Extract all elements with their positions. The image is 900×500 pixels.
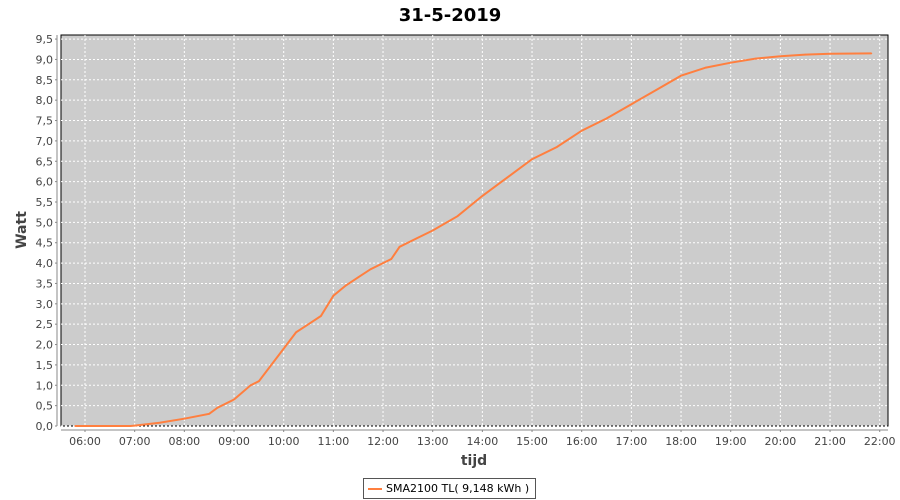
y-tick-label: 0,5: [36, 400, 54, 413]
gridlines: [61, 35, 888, 427]
series-line: [75, 52, 872, 427]
data-point: [249, 384, 252, 387]
data-point: [332, 294, 335, 297]
data-point: [183, 417, 186, 420]
data-point: [605, 117, 608, 120]
data-point: [456, 215, 459, 218]
y-tick-label: 3,0: [36, 298, 54, 311]
legend-swatch: [368, 487, 382, 490]
data-point: [556, 146, 558, 148]
x-tick-label: 10:00: [268, 435, 300, 448]
data-point: [369, 268, 372, 270]
data-point: [415, 237, 417, 240]
y-tick-label: 5,5: [36, 196, 54, 209]
data-point: [357, 276, 359, 279]
data-point: [754, 57, 757, 60]
x-tick-label: 08:00: [168, 435, 200, 448]
data-point: [216, 406, 219, 409]
y-tick-label: 2,5: [36, 318, 54, 331]
data-point: [729, 61, 732, 64]
data-point: [258, 380, 260, 382]
data-point: [531, 158, 533, 161]
plot-area: [60, 34, 889, 427]
data-point: [390, 258, 393, 260]
y-tick-label: 1,5: [36, 359, 54, 372]
y-tick-label: 8,0: [36, 94, 54, 107]
data-point: [870, 52, 873, 55]
y-tick-label: 6,5: [36, 155, 54, 168]
y-tick-label: 5,0: [36, 216, 54, 229]
y-tick-label: 2,0: [36, 339, 54, 352]
x-tick-label: 16:00: [566, 435, 598, 448]
x-tick-label: 14:00: [467, 435, 499, 448]
data-point: [382, 262, 384, 264]
data-point: [320, 315, 322, 317]
x-axis: 06:00 07:00 08:00 09:00 10:00 11:00 12:00 13:00…: [61, 429, 896, 448]
chart-title: 31-5-2019: [399, 5, 502, 26]
data-point: [74, 425, 76, 427]
data-point: [481, 195, 484, 197]
data-point: [133, 424, 136, 427]
y-tick-label: 8,5: [36, 74, 54, 87]
data-point: [630, 103, 633, 106]
x-tick-label: 21:00: [814, 435, 846, 448]
data-point: [344, 284, 347, 287]
y-tick-label: 4,0: [36, 257, 54, 270]
y-axis: 0,0 0,5 1,0 1,5 2,0 2,5 3,0 3,5 4,0 4,5 5,0 5,5 6,0 6…: [36, 33, 58, 433]
data-point: [779, 55, 782, 57]
data-point: [580, 129, 583, 132]
data-point: [705, 66, 707, 69]
y-axis-label: Watt: [14, 211, 30, 249]
x-tick-label: 07:00: [119, 435, 151, 448]
x-tick-label: 18:00: [665, 435, 697, 448]
data-point: [129, 425, 132, 427]
data-point: [282, 347, 285, 350]
data-point: [829, 52, 831, 55]
y-tick-label: 1,0: [36, 379, 54, 392]
legend-label: SMA2100 TL( 9,148 kWh ): [386, 482, 530, 495]
y-tick-label: 4,5: [36, 237, 54, 250]
x-tick-label: 20:00: [765, 435, 797, 448]
x-tick-label: 19:00: [715, 435, 747, 448]
x-tick-label: 15:00: [516, 435, 548, 448]
x-tick-label: 17:00: [616, 435, 648, 448]
data-point: [398, 245, 401, 248]
x-tick-label: 13:00: [417, 435, 449, 448]
y-tick-label: 6,0: [36, 176, 54, 189]
y-tick-label: 9,0: [36, 53, 54, 66]
data-point: [295, 331, 297, 334]
data-point: [804, 53, 807, 56]
y-tick-label: 7,5: [36, 115, 54, 128]
data-point: [506, 176, 508, 179]
y-tick-label: 3,5: [36, 277, 54, 290]
y-tick-label: 7,0: [36, 135, 54, 148]
x-tick-label: 22:00: [864, 435, 896, 448]
x-tick-label: 06:00: [69, 435, 101, 448]
data-point: [680, 74, 682, 77]
data-point: [431, 229, 434, 232]
legend: SMA2100 TL( 9,148 kWh ): [363, 478, 537, 499]
series-lines: [74, 52, 873, 427]
x-tick-label: 12:00: [367, 435, 399, 448]
data-point: [307, 323, 310, 325]
data-point: [208, 412, 210, 415]
x-axis-label: tijd: [461, 453, 487, 469]
data-point: [655, 89, 658, 91]
y-tick-label: 9,5: [36, 33, 54, 46]
data-point: [233, 398, 235, 401]
data-point: [158, 421, 161, 424]
y-tick-label: 0,0: [36, 420, 54, 433]
x-tick-label: 11:00: [318, 435, 350, 448]
x-tick-label: 09:00: [218, 435, 250, 448]
